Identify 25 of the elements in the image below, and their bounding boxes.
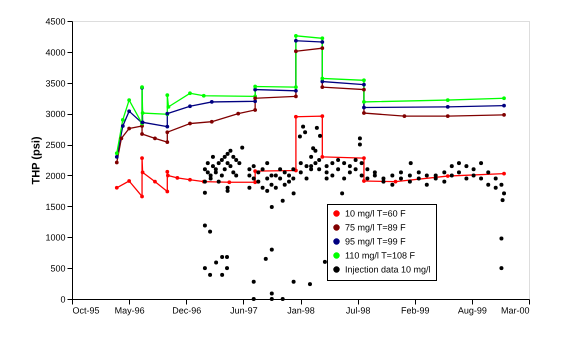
x-tick-label: Feb-99 [400,306,430,316]
x-tick-label: Mar-00 [500,306,530,316]
x-tick-label: Oct-95 [72,306,100,316]
legend-label: 10 mg/l T=60 F [345,208,406,218]
y-tick-label: 1000 [45,232,66,243]
x-tick-label: Dec-96 [172,306,202,316]
x-tick-label: Jul-98 [346,306,370,316]
y-tick-label: 3000 [45,109,66,120]
x-tick-label: Jan-98 [287,306,315,316]
legend-label: 110 mg/l T=108 F [345,250,416,260]
legend-label: 75 mg/l T=89 F [345,222,406,232]
y-axis-title: THP (psi) [30,136,42,185]
y-tick-label: 1500 [45,202,66,212]
y-tick-label: 2000 [45,170,66,181]
y-tick-label: 2500 [45,140,66,150]
x-tick-label: Jun-97 [230,306,258,316]
y-tick-label: 4500 [45,16,66,26]
x-tick-label: May-96 [114,306,145,316]
y-tick-label: 4000 [45,47,66,58]
y-tick-label: 0 [60,294,66,304]
y-tick-label: 3500 [45,78,66,88]
legend-label: 95 mg/l T=99 F [345,236,406,246]
legend-label: Injection data 10 mg/l [345,264,431,274]
y-tick-label: 500 [50,264,66,274]
x-tick-label: Aug-99 [458,306,487,316]
